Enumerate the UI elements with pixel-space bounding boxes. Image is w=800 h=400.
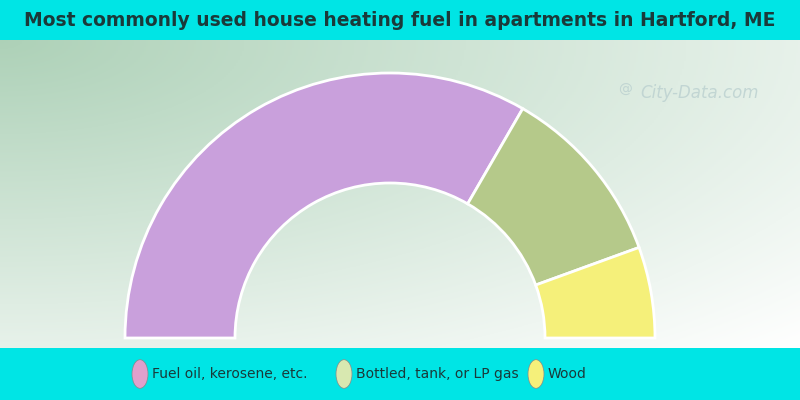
Wedge shape [536, 248, 655, 338]
Ellipse shape [528, 360, 544, 388]
Text: City-Data.com: City-Data.com [640, 84, 758, 102]
Text: Fuel oil, kerosene, etc.: Fuel oil, kerosene, etc. [152, 367, 307, 381]
Ellipse shape [132, 360, 148, 388]
Text: @: @ [618, 83, 632, 97]
Wedge shape [125, 73, 522, 338]
Text: Bottled, tank, or LP gas: Bottled, tank, or LP gas [356, 367, 518, 381]
Ellipse shape [336, 360, 352, 388]
Wedge shape [468, 109, 639, 285]
Text: Most commonly used house heating fuel in apartments in Hartford, ME: Most commonly used house heating fuel in… [24, 10, 776, 30]
Text: Wood: Wood [548, 367, 587, 381]
